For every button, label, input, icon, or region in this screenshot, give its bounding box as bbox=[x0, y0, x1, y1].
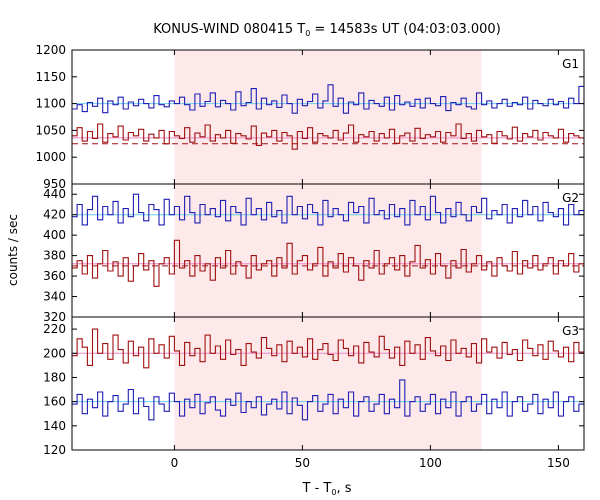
series-step-line bbox=[72, 328, 584, 369]
y-tick-label: 420 bbox=[43, 208, 66, 222]
y-tick-label: 180 bbox=[43, 370, 66, 384]
y-tick-label: 1150 bbox=[35, 70, 66, 84]
shaded-interval bbox=[174, 50, 482, 184]
x-axis-label-subscript: 0 bbox=[331, 488, 336, 497]
series-step-line bbox=[72, 239, 584, 287]
chart-title-rest: = 14583s UT (04:03:03.000) bbox=[310, 22, 500, 37]
x-tick-label: 0 bbox=[171, 456, 179, 470]
chart-title-subscript: 0 bbox=[305, 29, 310, 38]
y-tick-label: 400 bbox=[43, 228, 66, 242]
y-tick-label: 340 bbox=[43, 290, 66, 304]
y-tick-label: 220 bbox=[43, 322, 66, 336]
x-axis-label-rest: , s bbox=[336, 481, 351, 496]
y-tick-label: 200 bbox=[43, 346, 66, 360]
y-tick-label: 120 bbox=[43, 443, 66, 457]
y-tick-label: 440 bbox=[43, 187, 66, 201]
x-axis-label: T - T0, s bbox=[302, 481, 352, 497]
y-tick-label: 1200 bbox=[35, 43, 66, 57]
y-tick-label: 160 bbox=[43, 395, 66, 409]
panel-label: G2 bbox=[562, 191, 579, 205]
series-step-line bbox=[72, 379, 584, 421]
panel-frame bbox=[71, 316, 585, 451]
x-tick-label: 100 bbox=[419, 456, 442, 470]
panel-label: G1 bbox=[562, 57, 579, 71]
y-tick-label: 1050 bbox=[35, 123, 66, 137]
y-tick-label: 140 bbox=[43, 419, 66, 433]
y-tick-label: 1000 bbox=[35, 150, 66, 164]
y-tick-label: 320 bbox=[43, 310, 66, 324]
chart-title: KONUS-WIND 080415 T0 = 14583s UT (04:03:… bbox=[153, 22, 501, 38]
shaded-interval bbox=[174, 317, 482, 450]
y-tick-label: 360 bbox=[43, 269, 66, 283]
panel-label: G3 bbox=[562, 324, 579, 338]
y-tick-label: 1100 bbox=[35, 97, 66, 111]
y-axis-label: counts / sec bbox=[6, 214, 20, 286]
series-step-line bbox=[72, 123, 584, 150]
x-axis-label-main: T - T bbox=[302, 481, 332, 496]
series-step-line bbox=[72, 84, 584, 114]
x-tick-label: 150 bbox=[547, 456, 570, 470]
y-tick-label: 380 bbox=[43, 249, 66, 263]
chart-title-main: KONUS-WIND 080415 T bbox=[153, 22, 305, 37]
x-tick-label: 50 bbox=[295, 456, 310, 470]
series-step-line bbox=[72, 193, 584, 226]
y-tick-label: 950 bbox=[43, 177, 66, 191]
